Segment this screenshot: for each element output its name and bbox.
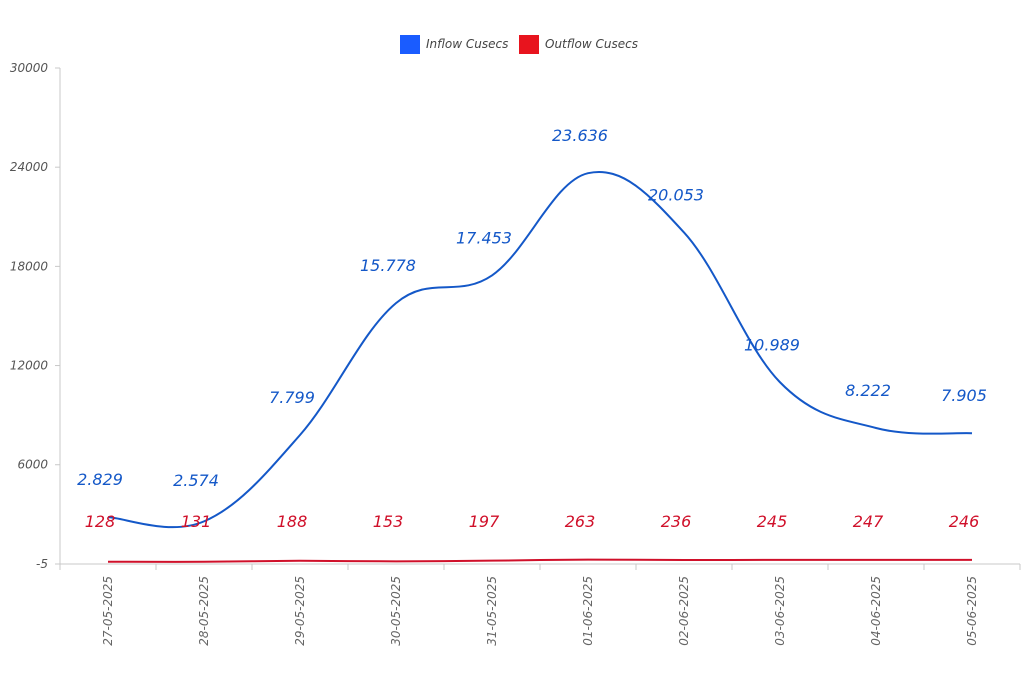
x-tick-label: 27-05-2025: [101, 576, 115, 646]
data-label-inflow: 17.453: [456, 228, 512, 247]
data-label-inflow: 7.905: [941, 386, 987, 405]
y-tick-label: 24000: [10, 160, 49, 174]
data-label-outflow: 247: [853, 512, 884, 531]
data-label-outflow: 246: [949, 512, 980, 531]
x-tick-label: 04-06-2025: [869, 576, 883, 646]
data-label-outflow: 236: [661, 512, 692, 531]
x-tick-label: 29-05-2025: [293, 576, 307, 646]
data-label-inflow: 2.574: [173, 471, 219, 490]
x-tick-label: 01-06-2025: [581, 576, 595, 646]
legend-swatch-inflow[interactable]: [400, 35, 420, 54]
data-labels: 2.829 2.574 7.799 15.778 17.453 23.636 20.053 1…: [77, 126, 987, 531]
data-label-inflow: 2.829: [77, 470, 123, 489]
x-tick-label: 02-06-2025: [677, 576, 691, 646]
y-tick-label: 6000: [17, 458, 48, 472]
legend-label-inflow[interactable]: Inflow Cusecs: [426, 37, 508, 51]
data-label-inflow: 10.989: [744, 335, 800, 354]
legend: Inflow Cusecs Outflow Cusecs: [400, 35, 638, 54]
y-tick-label: 18000: [10, 259, 49, 273]
data-label-outflow: 153: [373, 512, 404, 531]
y-tick-label: 12000: [10, 359, 49, 373]
y-tick-label: 30000: [10, 61, 49, 75]
x-tick-label: 05-06-2025: [965, 576, 979, 646]
y-tick-label: -5: [36, 557, 48, 571]
legend-swatch-outflow[interactable]: [519, 35, 539, 54]
data-label-outflow: 263: [565, 512, 596, 531]
data-label-inflow: 7.799: [269, 388, 315, 407]
data-label-inflow: 15.778: [360, 256, 416, 275]
data-label-outflow: 128: [85, 512, 116, 531]
data-label-outflow: 188: [277, 512, 308, 531]
data-label-inflow: 20.053: [648, 185, 704, 204]
data-label-inflow: 8.222: [845, 381, 891, 400]
x-axis-ticks: 27-05-2025 28-05-2025 29-05-2025 30-05-2025…: [59, 564, 1021, 646]
series-line-outflow: [107, 558, 973, 563]
x-tick-label: 31-05-2025: [485, 576, 499, 646]
x-tick-label: 03-06-2025: [773, 576, 787, 646]
data-label-outflow: 197: [469, 512, 500, 531]
x-tick-label: 28-05-2025: [197, 576, 211, 646]
series-lines: [107, 171, 973, 563]
x-tick-label: 30-05-2025: [389, 576, 403, 646]
y-axis-ticks: -5 6000 12000 18000 24000 30000: [10, 61, 60, 571]
legend-label-outflow[interactable]: Outflow Cusecs: [545, 37, 638, 51]
data-label-inflow: 23.636: [552, 126, 608, 145]
data-label-outflow: 245: [757, 512, 788, 531]
data-label-outflow: 131: [181, 512, 212, 531]
series-line-inflow: [107, 171, 973, 529]
